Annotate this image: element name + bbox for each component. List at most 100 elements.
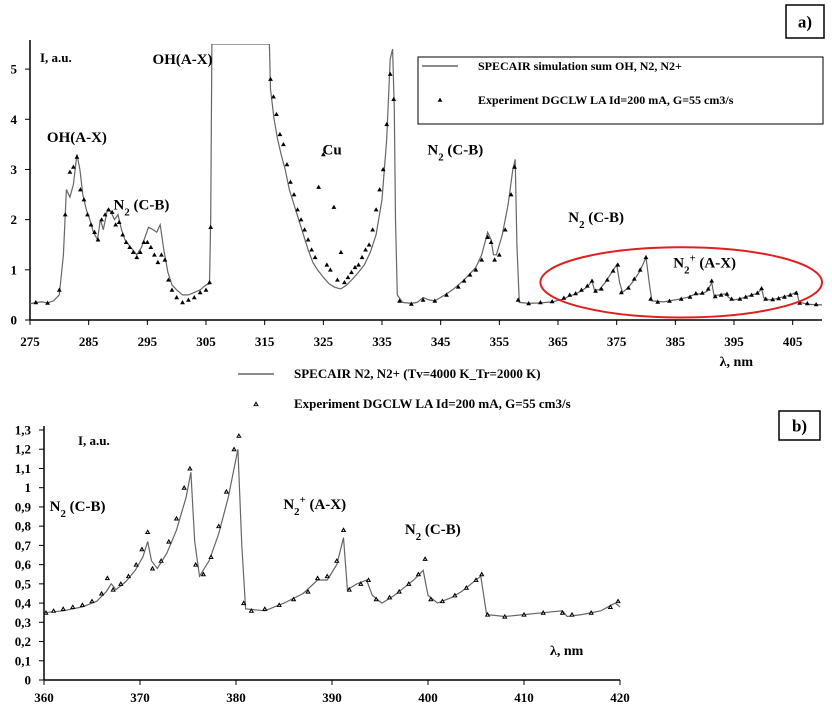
experiment-point (467, 272, 473, 277)
experiment-point (271, 94, 276, 99)
experiment-point (515, 297, 521, 302)
experiment-point (45, 300, 50, 305)
experiment-point (797, 300, 803, 305)
experiment-point (705, 286, 711, 291)
experiment-point (593, 288, 598, 293)
experiment-point-hole (62, 608, 65, 610)
experiment-point-hole (112, 589, 115, 591)
experiment-point (643, 254, 649, 260)
experiment-point (309, 247, 314, 252)
experiment-point (109, 209, 115, 214)
experiment-point-hole (91, 600, 93, 603)
experiment-point-hole (127, 575, 130, 578)
experiment-point (298, 217, 304, 222)
experiment-point-hole (590, 612, 593, 614)
experiment-point-hole (424, 558, 427, 560)
series-line-simulation (44, 449, 621, 618)
experiment-point (281, 141, 286, 147)
experiment-point (331, 204, 337, 209)
experiment-point (320, 152, 326, 157)
experiment-point (99, 217, 104, 222)
experiment-point (567, 292, 573, 297)
experiment-point (335, 277, 340, 282)
experiment-point (81, 197, 87, 202)
y-axis-label: I, a.u. (78, 433, 110, 448)
y-tick-label: 3 (11, 162, 18, 177)
experiment-point (526, 301, 532, 306)
experiment-point (268, 76, 273, 81)
legend-box (417, 56, 824, 125)
legend-label: SPECAIR simulation sum OH, N2, N2+ (478, 59, 682, 73)
experiment-point (687, 294, 693, 299)
experiment-point (359, 254, 365, 260)
experiment-point (180, 300, 185, 305)
experiment-point (538, 300, 543, 305)
experiment-point (561, 295, 567, 300)
experiment-point-hole (146, 531, 149, 533)
experiment-point (373, 207, 379, 212)
experiment-point-hole (375, 598, 378, 601)
experiment-point (709, 278, 715, 283)
experiment-point-hole (210, 556, 212, 558)
experiment-point (485, 234, 490, 239)
x-tick-label: 360 (34, 690, 54, 705)
series-experiment (33, 71, 819, 307)
experiment-point-hole (407, 583, 410, 585)
experiment-point (312, 254, 318, 260)
experiment-point (724, 291, 730, 296)
y-tick-label: 1,2 (15, 442, 31, 457)
annotation-cu: Cu (323, 142, 342, 158)
experiment-point (113, 222, 119, 227)
experiment-point (67, 169, 73, 174)
experiment-point-hole (106, 577, 109, 580)
experiment-point (78, 187, 83, 192)
y-tick-label: 0,4 (15, 596, 32, 611)
y-tick-label: 0,5 (15, 576, 32, 591)
x-tick-label: 285 (79, 334, 99, 349)
x-tick-label: 335 (372, 334, 392, 349)
experiment-point-hole (503, 616, 506, 618)
experiment-point (610, 268, 616, 273)
experiment-point (387, 71, 393, 76)
experiment-point (338, 249, 344, 255)
experiment-point (626, 285, 631, 290)
experiment-point-hole (81, 604, 84, 607)
experiment-point-hole (398, 591, 401, 593)
x-axis-label: λ, nm (720, 355, 754, 370)
annotation-oh-ax-2: OH(A-X) (153, 52, 213, 68)
experiment-point-hole (52, 610, 55, 612)
annotation-n2p-ax-b: N2+ (A-X) (283, 494, 346, 518)
experiment-point (787, 292, 793, 297)
experiment-point (207, 279, 212, 285)
experiment-point (88, 222, 94, 227)
experiment-point (759, 285, 764, 291)
panel-label-box (785, 4, 825, 39)
x-tick-label: 325 (314, 334, 334, 349)
experiment-point (302, 227, 307, 232)
x-tick-label: 275 (20, 334, 40, 349)
experiment-point-hole (119, 583, 122, 585)
y-tick-label: 4 (11, 112, 18, 127)
experiment-point (813, 302, 819, 307)
experiment-point-hole (194, 564, 197, 566)
experiment-point-hole (429, 598, 432, 601)
experiment-point (776, 296, 781, 301)
annotation-n2-cb-1: N2 (C-B) (114, 198, 170, 219)
legend-label: Experiment DGCLW LA Id=200 mA, G=55 cm3/… (478, 93, 734, 107)
experiment-point-hole (167, 541, 170, 543)
experiment-point (33, 300, 39, 305)
experiment-point (599, 286, 604, 291)
experiment-point (496, 252, 502, 257)
legend-label: SPECAIR N2, N2+ (Tv=4000 K_Tr=2000 K) (294, 366, 541, 381)
experiment-point (155, 259, 161, 265)
experiment-point-hole (523, 614, 525, 616)
y-tick-label: 0,9 (15, 499, 32, 514)
experiment-point (203, 287, 209, 292)
x-tick-label: 345 (431, 334, 451, 349)
highlight-ellipse (539, 246, 824, 319)
experiment-point (479, 257, 485, 262)
experiment-point (455, 284, 461, 289)
experiment-point (615, 262, 621, 267)
experiment-point-hole (348, 589, 351, 591)
experiment-point-hole (45, 612, 47, 614)
